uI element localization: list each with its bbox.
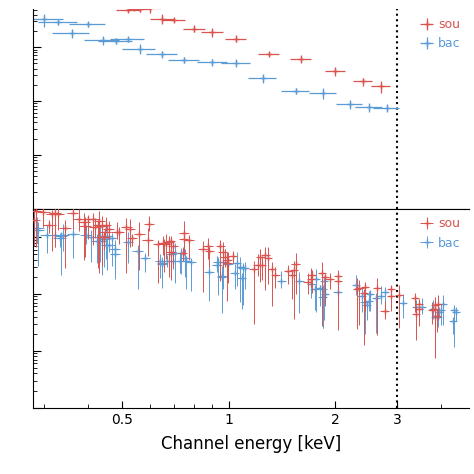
X-axis label: Channel energy [keV]: Channel energy [keV] bbox=[161, 435, 341, 453]
Legend: sou, bac: sou, bac bbox=[414, 13, 465, 55]
Legend: sou, bac: sou, bac bbox=[414, 212, 465, 255]
